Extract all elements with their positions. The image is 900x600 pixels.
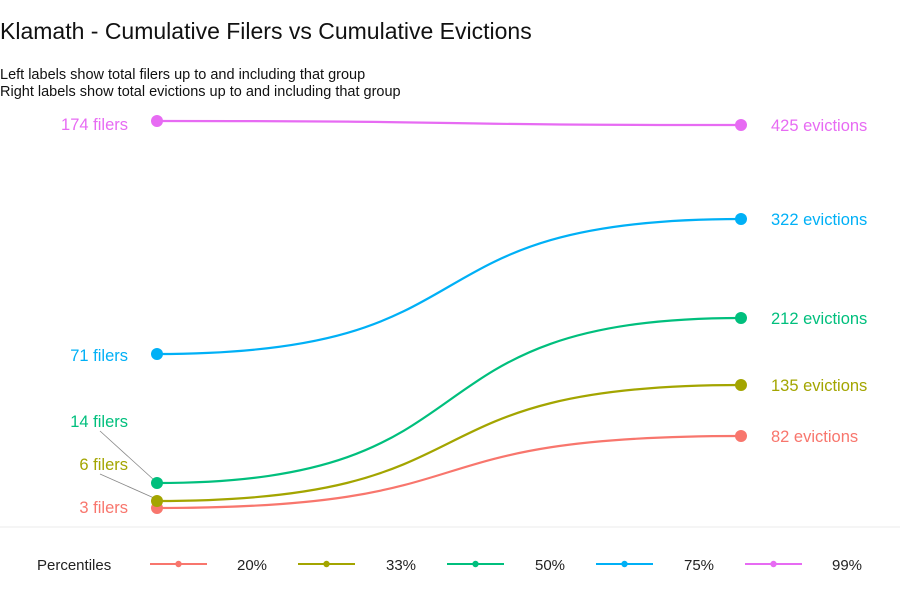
legend-label-75%: 75% <box>684 557 714 574</box>
left-point-33% <box>151 495 163 507</box>
legend-label-99%: 99% <box>832 557 862 574</box>
chart-title: Klamath - Cumulative Filers vs Cumulativ… <box>0 18 532 44</box>
left-label-20%: 3 filers <box>79 499 128 517</box>
legend: Percentiles 20% 33% 50% 75% 99% <box>37 557 862 574</box>
subtitle-line-1: Left labels show total filers up to and … <box>0 67 366 83</box>
series-layer: 3 filers 82 evictions 6 filers 135 eviction… <box>61 115 867 517</box>
left-label-99%: 174 filers <box>61 116 128 134</box>
series-line-75% <box>156 217 742 356</box>
right-point-99% <box>735 119 747 131</box>
series-line-20% <box>156 434 742 510</box>
legend-label-50%: 50% <box>535 557 565 574</box>
right-point-75% <box>735 213 747 225</box>
right-label-99%: 425 evictions <box>771 117 867 135</box>
right-point-50% <box>735 312 747 324</box>
right-point-20% <box>735 430 747 442</box>
left-label-75%: 71 filers <box>70 347 128 365</box>
legend-key-point-50% <box>472 560 479 568</box>
right-label-75%: 322 evictions <box>771 211 867 229</box>
legend-key-point-33% <box>323 560 330 568</box>
chart-subtitle: Left labels show total filers up to and … <box>0 67 401 101</box>
legend-key-point-75% <box>621 560 628 568</box>
series-line-50% <box>156 316 742 485</box>
legend-label-20%: 20% <box>237 557 267 574</box>
legend-label-33%: 33% <box>386 557 416 574</box>
legend-title: Percentiles <box>37 557 111 574</box>
right-label-20%: 82 evictions <box>771 428 858 446</box>
subtitle-line-2: Right labels show total evictions up to … <box>0 84 401 100</box>
right-label-33%: 135 evictions <box>771 377 867 395</box>
right-label-50%: 212 evictions <box>771 310 867 328</box>
left-point-99% <box>151 115 163 127</box>
series-line-33% <box>156 383 742 503</box>
leader-line-50% <box>99 430 155 481</box>
legend-key-point-20% <box>175 560 182 568</box>
left-label-33%: 6 filers <box>79 456 128 474</box>
left-point-75% <box>151 348 163 360</box>
left-label-50%: 14 filers <box>70 413 128 431</box>
legend-key-point-99% <box>770 560 777 568</box>
left-point-50% <box>151 477 163 489</box>
leader-line-33% <box>99 473 155 499</box>
right-point-33% <box>735 379 747 391</box>
series-line-99% <box>156 119 742 127</box>
